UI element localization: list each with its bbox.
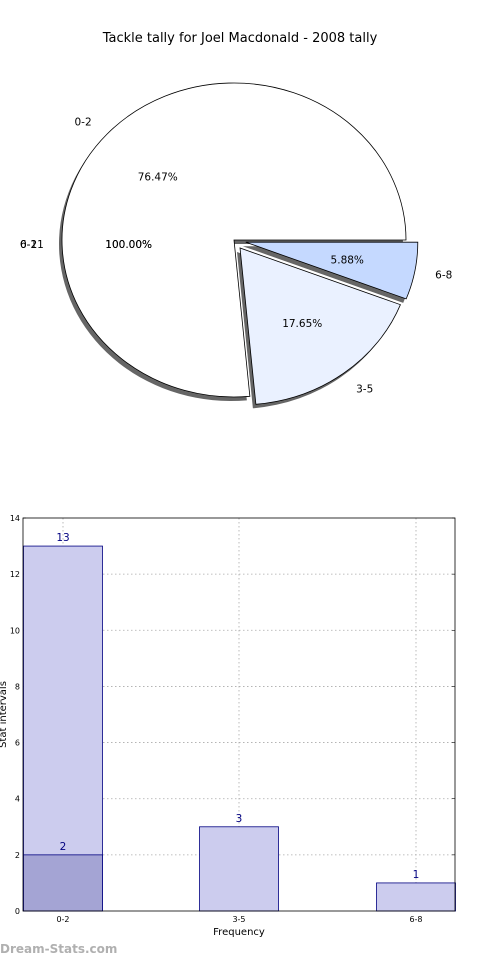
pie-slices [61, 82, 419, 405]
pie-slice-0-2 [61, 82, 407, 398]
bar-value-label: 3 [236, 813, 243, 825]
y-tick-label: 8 [15, 682, 20, 691]
overlay-category-label: 6-11 [20, 239, 44, 251]
pie-pct-6-8: 5.88% [331, 255, 364, 267]
y-tick-label: 2 [15, 851, 20, 860]
overlay-pct-label-2: 100.00% [105, 239, 152, 251]
bar-value-label: 13 [56, 532, 69, 544]
bar-0-2-series-1 [23, 854, 103, 912]
overlay-category-label-2: 0-2 [20, 239, 37, 251]
y-tick-label: 4 [15, 795, 20, 804]
bars: 13 3 1 2 [23, 532, 456, 912]
pie-label-6-8: 6-8 [435, 270, 452, 282]
x-tick-label: 6-8 [409, 915, 422, 924]
y-tick-label: 10 [10, 626, 20, 635]
pie-label-3-5: 3-5 [356, 383, 373, 395]
bar-value-label: 2 [60, 841, 67, 853]
y-tick-label: 0 [15, 907, 20, 916]
pie-pct-0-2: 76.47% [138, 172, 178, 184]
pie-slice-3-5 [239, 247, 401, 405]
pie-label-0-2: 0-2 [74, 117, 91, 129]
overlay-pct-label: 100.00% [105, 239, 152, 251]
plot-frame [22, 517, 456, 912]
pie-chart: 0-276.47%3-517.65%6-85.88%100.00%100.00%… [20, 82, 452, 409]
bar-6-8-series-0 [376, 882, 456, 912]
y-axis-label: Stat intervals [0, 681, 9, 748]
bar-0-2-series-0 [23, 545, 103, 912]
chart-title: Tackle tally for Joel Macdonald - 2008 t… [102, 31, 378, 46]
y-tick-label: 6 [15, 739, 20, 748]
x-tick-label: 3-5 [232, 915, 245, 924]
y-tick-label: 12 [10, 570, 20, 579]
x-axis-label: Frequency [213, 927, 265, 938]
x-tick-label: 0-2 [56, 915, 69, 924]
bar-3-5-series-0 [199, 826, 279, 912]
pie-labels: 0-276.47%3-517.65%6-85.88%100.00%100.00%… [20, 117, 452, 396]
pie-pct-3-5: 17.65% [282, 318, 322, 330]
y-tick-label: 14 [10, 514, 20, 523]
pie-slice-6-8 [245, 241, 419, 300]
watermark: Dream-Stats.com [0, 942, 118, 956]
bar-value-label: 1 [413, 869, 420, 881]
